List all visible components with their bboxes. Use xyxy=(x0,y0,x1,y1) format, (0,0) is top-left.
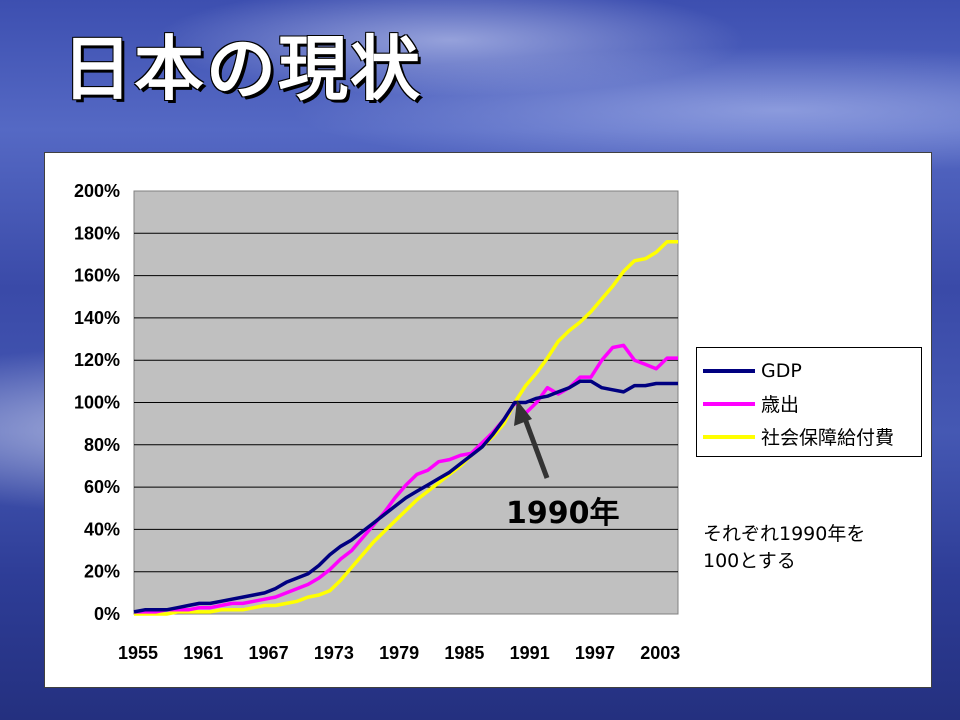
annotation-arrow-head xyxy=(514,400,532,426)
x-tick-label: 1985 xyxy=(444,643,484,663)
series-line-2 xyxy=(134,240,678,616)
legend-label-gdp: GDP xyxy=(761,359,802,382)
series-line-0 xyxy=(133,379,678,614)
y-tick-label: 200% xyxy=(74,181,120,201)
y-tick-label: 80% xyxy=(84,435,120,455)
annotation-arrow-shaft xyxy=(521,415,550,479)
series-line-1 xyxy=(134,343,678,614)
x-tick-label: 1967 xyxy=(249,643,289,663)
chart-note: それぞれ1990年を 100とする xyxy=(703,521,923,575)
chart-legend: GDP 歳出 社会保障給付費 xyxy=(696,347,922,457)
y-tick-label: 180% xyxy=(74,223,120,243)
x-tick-label: 1973 xyxy=(314,643,354,663)
y-tick-label: 100% xyxy=(74,393,120,413)
annotation-group: 1990年 xyxy=(506,400,620,531)
x-tick-label: 2003 xyxy=(640,643,680,663)
y-tick-label: 60% xyxy=(84,477,120,497)
x-tick-label: 1991 xyxy=(510,643,550,663)
gridlines xyxy=(134,232,678,573)
x-axis-ticks: 1955 1961 1967 1973 1979 1985 1991 1997 2003 xyxy=(118,643,680,663)
legend-swatch-social-security xyxy=(703,434,755,439)
chart-note-line-1: それぞれ1990年を xyxy=(703,523,866,545)
legend-swatch-expenditure xyxy=(703,401,755,406)
y-tick-label: 0% xyxy=(94,604,120,624)
chart-panel: 0% 20% 40% 60% 80% 100% 120% 140% 160% 180% 200% 1… xyxy=(44,152,932,688)
legend-label-social-security: 社会保障給付費 xyxy=(761,427,895,449)
line-chart: 0% 20% 40% 60% 80% 100% 120% 140% 160% 180% 200% 1… xyxy=(74,181,680,663)
legend-item-gdp: GDP xyxy=(703,354,921,387)
legend-item-expenditure: 歳出 xyxy=(703,387,921,420)
series-lines xyxy=(133,240,678,616)
slide-title: 日本の現状 xyxy=(62,28,422,110)
annotation-label: 1990年 xyxy=(506,496,620,531)
x-tick-label: 1997 xyxy=(575,643,615,663)
legend-swatch-gdp xyxy=(703,368,755,373)
x-tick-label: 1961 xyxy=(183,643,223,663)
y-tick-label: 20% xyxy=(84,562,120,582)
chart-note-line-2: 100とする xyxy=(703,550,796,572)
legend-item-social-security: 社会保障給付費 xyxy=(703,420,921,453)
y-tick-label: 40% xyxy=(84,519,120,539)
legend-label-expenditure: 歳出 xyxy=(761,394,800,416)
y-axis-ticks: 0% 20% 40% 60% 80% 100% 120% 140% 160% 180% 200% xyxy=(74,181,120,624)
y-tick-label: 140% xyxy=(74,308,120,328)
x-tick-label: 1979 xyxy=(379,643,419,663)
x-tick-label: 1955 xyxy=(118,643,158,663)
y-tick-label: 160% xyxy=(74,266,120,286)
y-tick-label: 120% xyxy=(74,350,120,370)
